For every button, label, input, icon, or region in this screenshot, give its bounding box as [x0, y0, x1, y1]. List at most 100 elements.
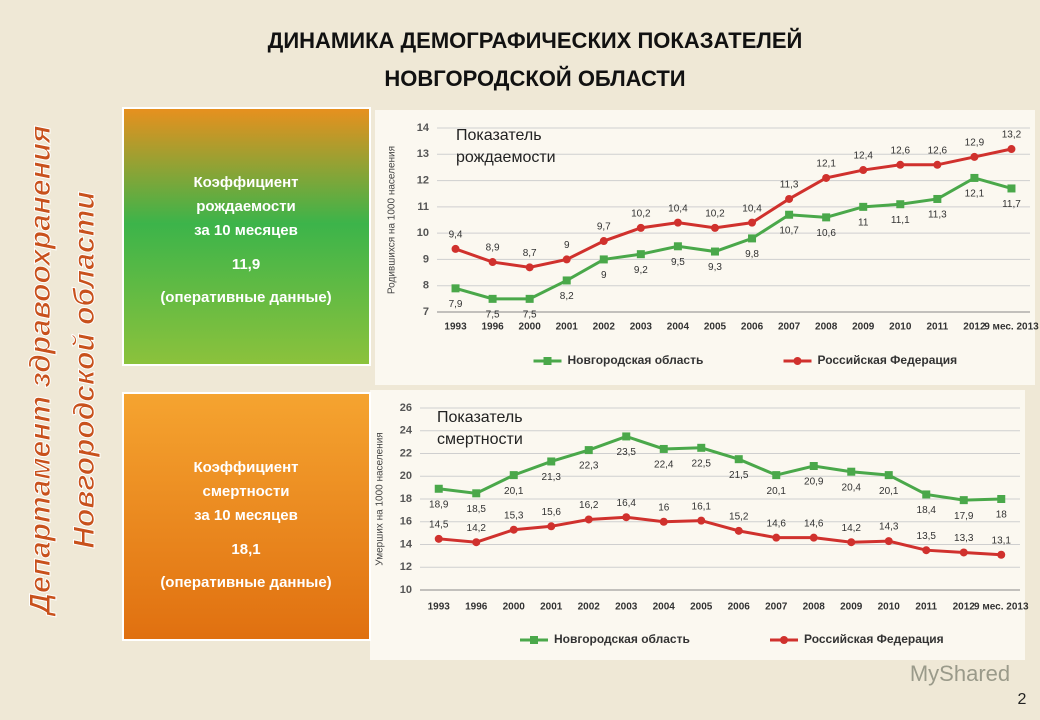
- y-tick-label: 7: [423, 306, 429, 318]
- x-tick-label: 2010: [878, 602, 901, 613]
- legend-label: Новгородская область: [568, 353, 704, 367]
- marker: [509, 525, 518, 534]
- value-label: 20,1: [767, 486, 787, 497]
- series-line: [455, 176, 1012, 301]
- x-tick-label: 2012: [953, 602, 976, 613]
- marker: [847, 467, 856, 476]
- x-tick-label: 2006: [741, 322, 764, 333]
- y-tick-label: 16: [400, 516, 412, 528]
- value-label: 14,6: [804, 518, 824, 529]
- value-label: 11,3: [780, 180, 799, 191]
- marker: [622, 432, 631, 441]
- value-label: 20,4: [842, 482, 862, 493]
- marker: [562, 276, 571, 285]
- value-label: 11,7: [1002, 199, 1021, 210]
- y-tick-label: 8: [423, 280, 429, 292]
- value-label: 14,2: [842, 523, 862, 534]
- x-tick-label: 2005: [704, 322, 727, 333]
- y-tick-label: 14: [400, 538, 413, 550]
- marker: [859, 202, 868, 211]
- marker: [822, 173, 831, 182]
- value-label: 9,8: [745, 249, 759, 260]
- marker: [636, 223, 645, 232]
- y-tick-label: 14: [417, 122, 430, 134]
- marker: [710, 247, 719, 256]
- side-text: Департамент здравоохранения: [24, 125, 57, 618]
- legend-marker: [793, 357, 802, 365]
- marker: [748, 218, 757, 227]
- value-label: 7,5: [523, 309, 537, 320]
- marker: [997, 550, 1006, 559]
- marker: [970, 173, 979, 182]
- y-tick-label: 12: [417, 174, 429, 186]
- value-label: 18: [996, 510, 1008, 521]
- y-tick-label: 10: [400, 584, 412, 596]
- value-label: 16,2: [579, 500, 599, 511]
- marker: [884, 471, 893, 480]
- annotation: Показатель: [437, 409, 523, 426]
- marker: [734, 455, 743, 464]
- x-tick-label: 2002: [593, 322, 616, 333]
- value-label: 20,9: [804, 477, 824, 488]
- y-tick-label: 22: [400, 447, 412, 459]
- marker: [622, 513, 631, 522]
- marker: [472, 489, 481, 498]
- value-label: 20,1: [504, 486, 524, 497]
- value-label: 7,5: [486, 309, 500, 320]
- legend-label: Российская Федерация: [804, 632, 944, 646]
- y-tick-label: 24: [400, 425, 413, 437]
- info-box: [122, 392, 371, 641]
- marker: [509, 471, 518, 480]
- marker: [562, 255, 571, 264]
- y-axis-label: Умерших на 1000 населения: [375, 432, 386, 565]
- series-line: [438, 515, 1002, 557]
- marker: [922, 490, 931, 499]
- value-label: 12,1: [816, 159, 836, 170]
- value-label: 17,9: [954, 511, 974, 522]
- marker: [659, 444, 668, 453]
- chart-panel: [375, 110, 1035, 385]
- legend-label: Российская Федерация: [818, 353, 958, 367]
- x-tick-label: 2008: [815, 322, 838, 333]
- marker: [785, 210, 794, 219]
- x-tick-label: 9 мес. 2013: [974, 602, 1029, 613]
- marker: [584, 446, 593, 455]
- box-value: 18,1: [231, 541, 260, 558]
- watermark: MyShared: [910, 661, 1010, 686]
- value-label: 7,9: [449, 299, 463, 310]
- marker: [884, 537, 893, 546]
- x-tick-label: 2000: [519, 322, 542, 333]
- value-label: 13,2: [1002, 130, 1022, 141]
- x-tick-label: 2000: [503, 602, 526, 613]
- x-tick-label: 1993: [444, 322, 467, 333]
- value-label: 12,6: [891, 145, 911, 156]
- value-label: 11,1: [891, 215, 910, 226]
- y-tick-label: 9: [423, 253, 429, 265]
- y-tick-label: 11: [417, 201, 429, 213]
- marker: [673, 242, 682, 251]
- box-text: рождаемости: [196, 198, 296, 215]
- value-label: 21,3: [542, 472, 562, 483]
- x-tick-label: 2007: [778, 322, 801, 333]
- value-label: 12,6: [928, 145, 948, 156]
- marker: [997, 495, 1006, 503]
- value-label: 9,7: [597, 222, 611, 233]
- x-tick-label: 1996: [481, 322, 504, 333]
- box-text: Коэффициент: [193, 459, 298, 476]
- value-label: 13,1: [992, 535, 1012, 546]
- value-label: 9: [564, 240, 570, 251]
- value-label: 13,3: [954, 533, 974, 544]
- marker: [488, 294, 497, 303]
- marker: [525, 263, 534, 272]
- marker: [772, 471, 781, 480]
- x-tick-label: 2008: [803, 602, 826, 613]
- value-label: 14,5: [429, 519, 449, 530]
- marker: [822, 213, 831, 222]
- value-label: 21,5: [729, 470, 749, 481]
- y-axis-label: Родившихся на 1000 населения: [387, 146, 398, 294]
- value-label: 11: [858, 217, 869, 228]
- value-label: 16: [658, 502, 670, 513]
- info-box: [122, 107, 371, 366]
- value-label: 18,5: [467, 504, 487, 515]
